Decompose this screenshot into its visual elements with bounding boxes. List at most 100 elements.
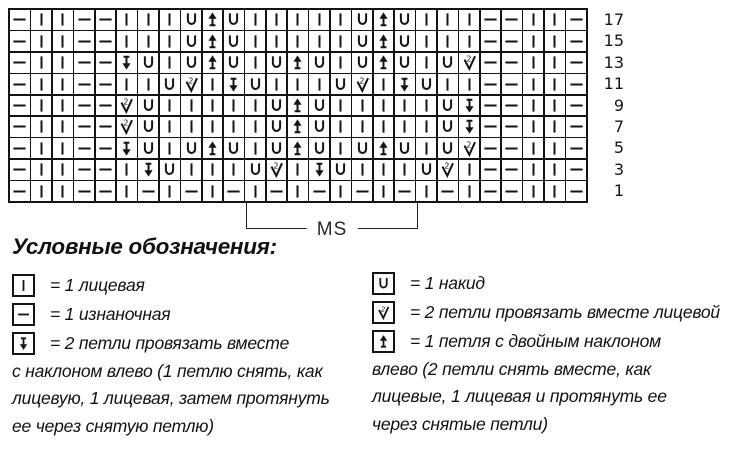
chart-cell-k: [138, 31, 159, 52]
chart-cell-k: [52, 10, 73, 30]
chart-cell-cdd: [202, 10, 223, 30]
chart-cell-yo: [223, 138, 244, 159]
chart-cell-k: [245, 52, 266, 73]
chart-cell-k: [202, 181, 223, 201]
chart-cell-yo: [245, 159, 266, 180]
svg-text:2: 2: [381, 304, 386, 313]
chart-cell-k2tog: 2: [181, 74, 201, 94]
chart-cell-yo: [309, 116, 330, 137]
chart-cell-k: [352, 116, 373, 137]
chart-cell-k: [544, 31, 565, 52]
chart-cell-yo: [437, 116, 458, 137]
chart-cell-p: [74, 138, 94, 159]
repeat-label: MS: [306, 218, 358, 241]
chart-cell-k: [330, 138, 351, 159]
chart-cell-k: [138, 74, 159, 94]
chart-cell-yo: [437, 52, 458, 73]
chart-cell-k: [266, 10, 287, 30]
chart-cell-ssk: [459, 95, 479, 116]
chart-cell-k: [116, 159, 137, 180]
chart-cell-p: [138, 181, 159, 201]
chart-cell-p: [480, 159, 501, 180]
chart-cell-p: [480, 10, 501, 30]
chart-cell-k: [288, 10, 308, 30]
chart-cell-k: [223, 95, 244, 116]
chart-cell-p: [74, 74, 94, 94]
chart-cell-k: [373, 181, 394, 201]
svg-text:2: 2: [466, 54, 471, 63]
chart-cell-k: [288, 181, 308, 201]
chart-cell-k: [352, 95, 373, 116]
chart-cell-cdd: [288, 138, 308, 159]
svg-text:2: 2: [124, 119, 129, 128]
chart-cell-k: [523, 159, 544, 180]
row-numbers-column: 17 15 13 11 9 7 5 3 1: [592, 9, 624, 202]
chart-cell-k: [288, 74, 308, 94]
legend-item-continuation: лицевые, 1 лицевая и протянуть ее: [372, 386, 667, 407]
chart-cell-k: [523, 181, 544, 201]
chart-cell-yo: [266, 95, 287, 116]
chart-cell-k: [523, 116, 544, 137]
chart-cell-p: [566, 181, 586, 201]
chart-cell-k: [223, 116, 244, 137]
chart-cell-k: [544, 181, 565, 201]
chart-cell-k: [181, 116, 201, 137]
chart-cell-yo: [181, 31, 201, 52]
chart-cell-k: [373, 116, 394, 137]
legend-item-text: = 2 петли провязать вместе: [50, 333, 290, 353]
row-number: 13: [603, 52, 624, 72]
legend-item-knit: = 1 лицевая: [12, 271, 364, 300]
chart-cell-p: [501, 31, 522, 52]
row-number: 3: [613, 159, 624, 179]
legend-item-yarn-over: = 1 накид: [372, 269, 736, 298]
chart-cell-yo: [266, 116, 287, 137]
chart-cell-k: [373, 159, 394, 180]
knit-two-together-icon: 2: [372, 301, 395, 324]
chart-cell-ssk: [138, 159, 159, 180]
chart-cell-k: [544, 138, 565, 159]
chart-cell-k2tog: 2: [459, 52, 479, 73]
chart-cell-ssk: [116, 52, 137, 73]
repeat-bracket: MS: [246, 202, 418, 241]
legend-left-column: = 1 лицевая = 1 изнаночная = 2 петли про…: [12, 271, 364, 440]
chart-cell-k: [266, 31, 287, 52]
chart-cell-yo: [266, 52, 287, 73]
chart-cell-k: [31, 52, 52, 73]
chart-cell-p: [480, 138, 501, 159]
chart-cell-k: [395, 95, 415, 116]
chart-cell-k: [245, 138, 266, 159]
chart-cell-k: [52, 31, 73, 52]
chart-cell-k2tog: 2: [266, 159, 287, 180]
chart-cell-yo: [416, 159, 437, 180]
legend-item-text: = 1 петля с двойным наклоном: [410, 331, 661, 351]
chart-cell-k: [459, 74, 479, 94]
chart-cell-ssk: [223, 74, 244, 94]
chart-cell-k: [181, 159, 201, 180]
chart-cell-p: [501, 52, 522, 73]
chart-cell-p: [10, 10, 30, 30]
chart-cell-k: [288, 159, 308, 180]
chart-cell-yo: [309, 95, 330, 116]
legend-item-purl: = 1 изнаночная: [12, 300, 364, 329]
row-number: 5: [613, 138, 624, 158]
chart-cell-p: [480, 95, 501, 116]
chart-cell-k: [116, 181, 137, 201]
chart-cell-yo: [181, 52, 201, 73]
chart-cell-k: [52, 181, 73, 201]
chart-cell-p: [95, 52, 116, 73]
chart-cell-p: [95, 138, 116, 159]
chart-cell-k: [459, 31, 479, 52]
chart-cell-k: [245, 181, 266, 201]
chart-cell-k: [309, 74, 330, 94]
chart-cell-yo: [138, 52, 159, 73]
chart-cell-p: [95, 181, 116, 201]
chart-cell-p: [10, 31, 30, 52]
chart-cell-k: [373, 95, 394, 116]
legend-item-continuation: через снятые петли): [372, 413, 548, 434]
chart-cell-k: [416, 138, 437, 159]
chart-cell-yo: [437, 138, 458, 159]
chart-cell-k: [223, 159, 244, 180]
chart-cell-p: [223, 181, 244, 201]
chart-cell-k: [330, 95, 351, 116]
chart-cell-yo: [352, 138, 373, 159]
